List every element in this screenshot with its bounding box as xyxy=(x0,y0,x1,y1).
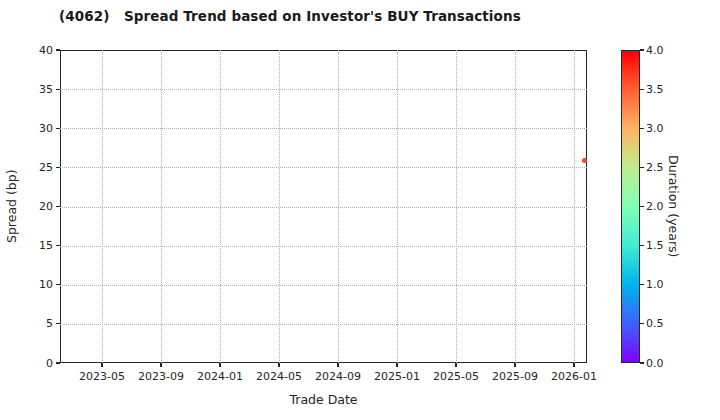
y-tick-label: 0 xyxy=(0,356,53,371)
y-gridline xyxy=(60,128,587,129)
colorbar-tick-mark xyxy=(640,206,644,207)
y-tick-label: 35 xyxy=(0,82,53,97)
x-tick-mark xyxy=(219,363,220,367)
x-gridline xyxy=(574,50,575,363)
x-tick-label: 2025-01 xyxy=(365,369,429,384)
x-tick-label: 2026-01 xyxy=(542,369,606,384)
colorbar-tick-label: 3.5 xyxy=(646,82,674,97)
colorbar-tick-label: 2.5 xyxy=(646,160,674,175)
y-tick-mark xyxy=(56,167,60,168)
y-tick-mark xyxy=(56,284,60,285)
colorbar-tick-mark xyxy=(640,323,644,324)
colorbar-tick-label: 3.0 xyxy=(646,121,674,136)
colorbar-tick-mark xyxy=(640,284,644,285)
data-point xyxy=(582,158,587,163)
colorbar-tick-mark xyxy=(640,89,644,90)
colorbar-tick-label: 2.0 xyxy=(646,199,674,214)
colorbar-tick-label: 1.5 xyxy=(646,238,674,253)
y-tick-mark xyxy=(56,362,60,363)
y-gridline xyxy=(60,324,587,325)
x-gridline xyxy=(397,50,398,363)
colorbar xyxy=(621,50,640,363)
colorbar-tick-mark xyxy=(640,128,644,129)
colorbar-tick-label: 0.5 xyxy=(646,316,674,331)
colorbar-tick-mark xyxy=(640,362,644,363)
x-tick-mark xyxy=(455,363,456,367)
x-tick-mark xyxy=(396,363,397,367)
x-gridline xyxy=(515,50,516,363)
colorbar-tick-label: 0.0 xyxy=(646,356,674,371)
x-tick-label: 2025-09 xyxy=(483,369,547,384)
x-tick-label: 2023-05 xyxy=(70,369,134,384)
y-gridline xyxy=(60,207,587,208)
x-tick-label: 2024-09 xyxy=(306,369,370,384)
x-axis-label: Trade Date xyxy=(60,392,587,407)
y-gridline xyxy=(60,167,587,168)
y-tick-label: 25 xyxy=(0,160,53,175)
x-tick-mark xyxy=(278,363,279,367)
x-tick-label: 2025-05 xyxy=(424,369,488,384)
colorbar-tick-mark xyxy=(640,245,644,246)
x-gridline xyxy=(456,50,457,363)
y-tick-label: 10 xyxy=(0,277,53,292)
y-gridline xyxy=(60,285,587,286)
y-tick-label: 30 xyxy=(0,121,53,136)
x-tick-mark xyxy=(160,363,161,367)
x-gridline xyxy=(220,50,221,363)
x-tick-label: 2024-01 xyxy=(188,369,252,384)
y-tick-mark xyxy=(56,49,60,50)
y-tick-mark xyxy=(56,323,60,324)
y-tick-mark xyxy=(56,128,60,129)
chart-figure: (4062) Spread Trend based on Investor's … xyxy=(0,0,720,420)
x-gridline xyxy=(161,50,162,363)
x-tick-mark xyxy=(101,363,102,367)
y-tick-label: 40 xyxy=(0,43,53,58)
colorbar-tick-mark xyxy=(640,49,644,50)
y-tick-label: 20 xyxy=(0,199,53,214)
y-tick-label: 5 xyxy=(0,316,53,331)
x-gridline xyxy=(338,50,339,363)
x-tick-mark xyxy=(573,363,574,367)
colorbar-tick-label: 4.0 xyxy=(646,43,674,58)
x-tick-mark xyxy=(514,363,515,367)
y-gridline xyxy=(60,89,587,90)
x-gridline xyxy=(279,50,280,363)
y-tick-mark xyxy=(56,245,60,246)
x-tick-label: 2024-05 xyxy=(247,369,311,384)
y-gridline xyxy=(60,246,587,247)
y-tick-mark xyxy=(56,89,60,90)
x-tick-mark xyxy=(337,363,338,367)
y-tick-label: 15 xyxy=(0,238,53,253)
x-gridline xyxy=(102,50,103,363)
colorbar-tick-mark xyxy=(640,167,644,168)
x-tick-label: 2023-09 xyxy=(129,369,193,384)
colorbar-tick-label: 1.0 xyxy=(646,277,674,292)
y-tick-mark xyxy=(56,206,60,207)
chart-title: (4062) Spread Trend based on Investor's … xyxy=(59,8,521,24)
